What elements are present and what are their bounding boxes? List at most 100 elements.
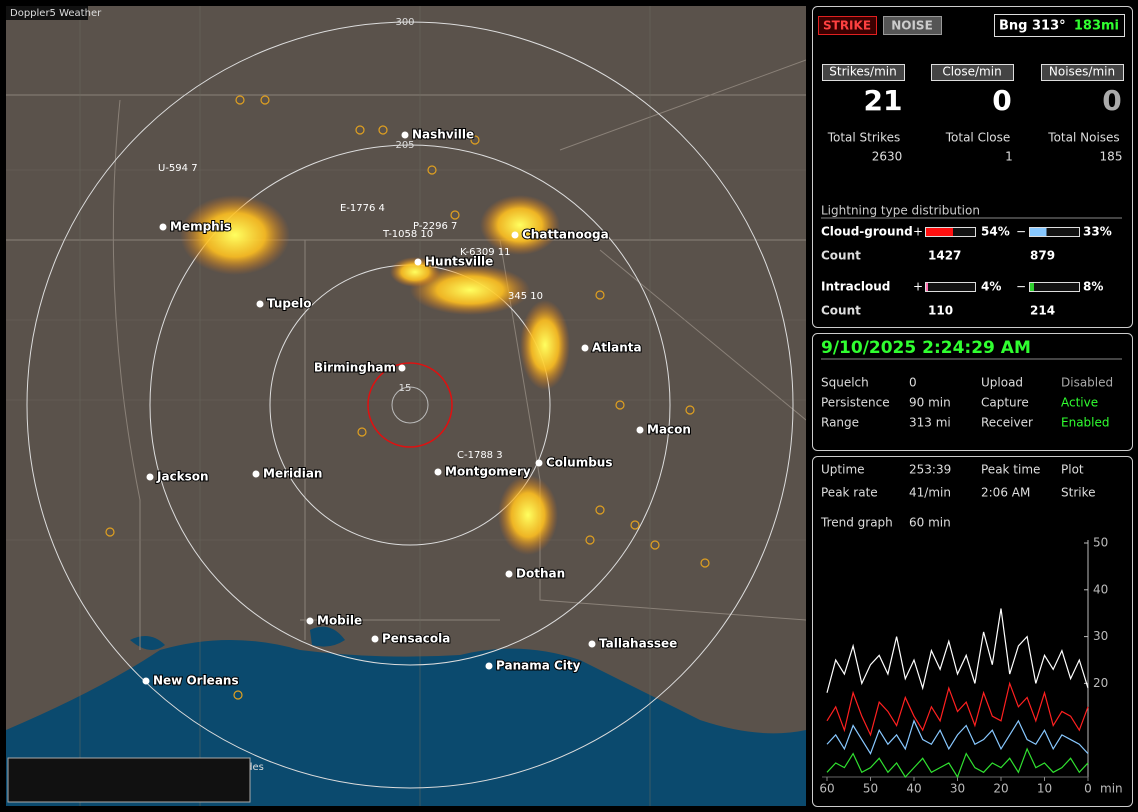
y-tick-label: 30 xyxy=(1093,629,1108,643)
rate-header-box xyxy=(822,64,905,81)
y-tick-label: 50 xyxy=(1093,536,1108,550)
noise-button[interactable] xyxy=(883,16,942,35)
city-dot xyxy=(414,258,422,266)
trend-period: 60 min xyxy=(909,516,951,530)
city-dot xyxy=(306,617,314,625)
bearing: Bng 313° xyxy=(999,19,1066,34)
dist-minus: − xyxy=(1016,225,1026,239)
strike-symbol xyxy=(595,290,605,300)
city-dot xyxy=(511,231,519,239)
count-label: Count xyxy=(821,304,861,318)
rate-header: Noises/min xyxy=(1049,65,1115,79)
dist-pct: 4% xyxy=(981,280,1001,294)
dist-bar xyxy=(926,283,928,291)
strike-symbol xyxy=(233,690,243,700)
city-label: Panama City xyxy=(496,659,581,673)
noise-button-label[interactable]: NOISE xyxy=(891,19,933,33)
setting: Active xyxy=(1061,396,1098,410)
dist-pct: 33% xyxy=(1083,225,1112,239)
city-label: Huntsville xyxy=(425,255,493,269)
rate-value: 0 xyxy=(1102,84,1121,117)
strike-cluster xyxy=(498,475,558,555)
strike-cluster xyxy=(480,195,560,255)
strike-symbol xyxy=(357,427,367,437)
strike-symbol xyxy=(650,540,660,550)
dist-label: Intracloud xyxy=(821,280,890,294)
bearing-box xyxy=(994,14,1125,37)
total-value: 2630 xyxy=(872,150,903,164)
count-value: 214 xyxy=(1030,304,1055,318)
trend-line xyxy=(826,608,1089,693)
dist-bar-track xyxy=(925,282,976,292)
strike-button[interactable] xyxy=(818,16,877,35)
city-label: Tallahassee xyxy=(599,637,677,651)
x-tick-label: 50 xyxy=(863,782,878,796)
city-dot xyxy=(588,640,596,648)
city-label: Pensacola xyxy=(382,632,450,646)
dist-pct: 54% xyxy=(981,225,1010,239)
storm-track-label: E-1776 4 xyxy=(340,203,385,214)
city-dot xyxy=(398,364,406,372)
strike-symbol xyxy=(630,520,640,530)
legend xyxy=(7,757,251,803)
x-tick-label: 60 xyxy=(819,782,834,796)
range-rings xyxy=(26,21,794,789)
title-box xyxy=(6,6,88,20)
x-unit: min xyxy=(1100,782,1123,796)
stat: 253:39 xyxy=(909,463,951,477)
city-label: Memphis xyxy=(170,220,231,234)
city-dot xyxy=(142,677,150,685)
strike-symbol xyxy=(615,400,625,410)
x-tick-label: 0 xyxy=(1084,782,1092,796)
setting: Persistence xyxy=(821,396,890,410)
dist-bar-track xyxy=(1029,282,1080,292)
storm-track-label: C-1788 3 xyxy=(457,450,503,461)
dist-bar xyxy=(1030,228,1047,236)
stat: Plot xyxy=(1061,463,1084,477)
setting: Receiver xyxy=(981,416,1033,430)
city-label: Birmingham xyxy=(314,361,396,375)
rate-header-box xyxy=(1041,64,1124,81)
city-label: Macon xyxy=(647,423,691,437)
stats-panel xyxy=(812,6,1133,328)
strike-cluster xyxy=(520,300,570,390)
storm-track-label: P-2296 7 xyxy=(413,221,457,232)
strike-symbol xyxy=(685,405,695,415)
total-value: 185 xyxy=(1100,150,1123,164)
strike-symbol xyxy=(585,535,595,545)
x-tick-label: 10 xyxy=(1037,782,1052,796)
dist-plus: + xyxy=(913,280,923,294)
distribution-title: Lightning type distribution xyxy=(821,204,980,218)
bay xyxy=(130,626,345,650)
city-dot xyxy=(485,662,493,670)
setting: Disabled xyxy=(1061,376,1113,390)
city-dot xyxy=(581,344,589,352)
rate-header: Close/min xyxy=(942,65,1001,79)
count-label: Count xyxy=(821,249,861,263)
trend-panel xyxy=(812,456,1133,807)
setting: Enabled xyxy=(1061,416,1110,430)
city-label: Tupelo xyxy=(267,297,312,311)
strike-symbol xyxy=(470,135,480,145)
dist-bar xyxy=(926,228,953,236)
dist-label: Cloud-ground xyxy=(821,225,913,239)
city-dot xyxy=(636,426,644,434)
setting: Squelch xyxy=(821,376,869,390)
city-dot xyxy=(505,570,513,578)
trend-label: Trend graph xyxy=(820,516,893,530)
dist-plus: + xyxy=(913,225,923,239)
dist-pct: 8% xyxy=(1083,280,1103,294)
strike-clusters xyxy=(180,195,570,555)
setting: 313 mi xyxy=(909,416,951,430)
city-label: Montgomery xyxy=(445,465,531,479)
city-dot xyxy=(371,635,379,643)
state-borders xyxy=(6,59,806,650)
dist-bar xyxy=(1030,283,1034,291)
rate-header: Strikes/min xyxy=(829,65,896,79)
city-dot xyxy=(535,459,543,467)
strike-button-label[interactable]: STRIKE xyxy=(823,19,871,33)
city-label: Mobile xyxy=(317,614,362,628)
y-tick-label: 40 xyxy=(1093,582,1108,596)
strike-symbol xyxy=(595,505,605,515)
city-dot xyxy=(401,131,409,139)
